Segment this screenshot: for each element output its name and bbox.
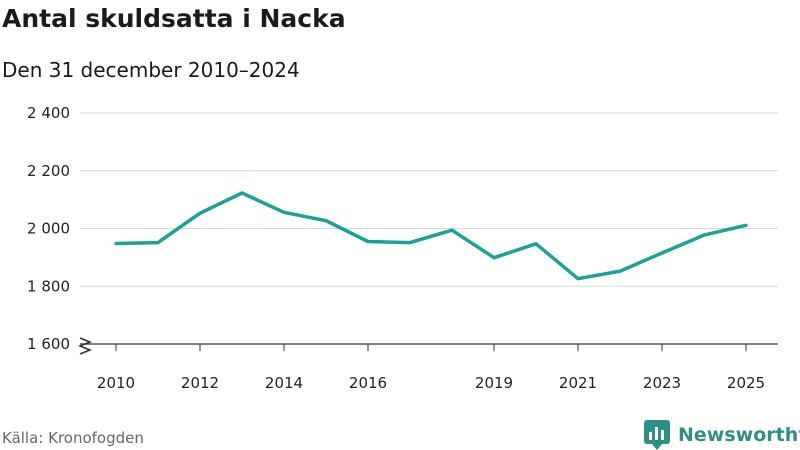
y-tick-label: 1 800 [27, 277, 70, 295]
x-tick-label: 2019 [475, 374, 513, 392]
x-tick-label: 2014 [265, 374, 303, 392]
chart-subtitle: Den 31 december 2010–2024 [2, 58, 300, 82]
line-chart: 1 600 1 800 2 000 2 200 2 400 2010 2012 2014 20… [27, 104, 778, 392]
series-line [114, 191, 748, 281]
y-tick-label: 2 000 [27, 220, 70, 238]
y-tick-label: 2 200 [27, 162, 70, 180]
x-tick-label: 2025 [727, 374, 765, 392]
y-tick-label: 2 400 [27, 104, 70, 122]
y-tick-label: 1 600 [27, 335, 70, 353]
x-tick-label: 2023 [643, 374, 681, 392]
x-tick-label: 2010 [97, 374, 135, 392]
newsworthy-brand[interactable]: Newsworthy [644, 420, 800, 450]
source-note: Källa: Kronofogden [2, 429, 144, 447]
chart-title: Antal skuldsatta i Nacka [2, 4, 346, 33]
brand-name: Newsworthy [678, 424, 800, 446]
x-tick-label: 2016 [349, 374, 387, 392]
x-tick-label: 2012 [181, 374, 219, 392]
x-tick-label: 2021 [559, 374, 597, 392]
newsworthy-logo-icon [644, 420, 670, 450]
axis-break-icon [77, 337, 93, 355]
